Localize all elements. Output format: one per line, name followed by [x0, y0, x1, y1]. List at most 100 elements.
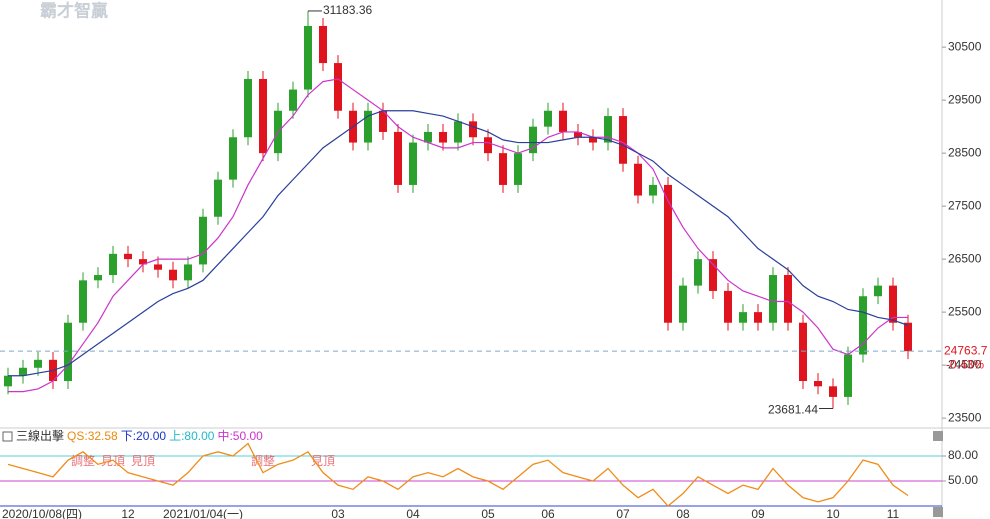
candle-body — [34, 359, 42, 368]
watermark: 霸才智贏 — [40, 0, 108, 20]
candle-body — [64, 322, 72, 382]
candle-body — [139, 259, 147, 265]
candle-body — [214, 179, 222, 217]
candle-body — [319, 25, 327, 64]
x-tick-label: 06 — [541, 507, 555, 519]
candle-body — [679, 285, 687, 323]
candle-body — [619, 116, 627, 164]
candle-body — [499, 153, 507, 185]
x-tick-label: 03 — [331, 507, 345, 519]
low-label: 23681.44 — [768, 403, 818, 417]
candle-body — [154, 264, 162, 270]
candle-body — [784, 275, 792, 323]
candle-body — [244, 78, 252, 138]
candle-body — [454, 121, 462, 143]
y-tick-label: 50.00 — [948, 473, 978, 487]
y-tick-label: 23500 — [948, 410, 982, 424]
y-tick-label: 27500 — [948, 198, 982, 212]
candle-body — [559, 110, 567, 132]
candle-body — [754, 312, 762, 323]
candle-body — [394, 131, 402, 185]
candle-body — [589, 137, 597, 143]
candle-body — [544, 110, 552, 127]
candle-body — [334, 63, 342, 111]
current-price-box — [943, 343, 990, 359]
candle-body — [19, 367, 27, 376]
candle-body — [529, 126, 537, 154]
candle-body — [634, 163, 642, 196]
candle-body — [124, 253, 132, 260]
candle-body — [169, 269, 177, 281]
y-tick-label: 25500 — [948, 304, 982, 318]
x-tick-label: 07 — [616, 507, 630, 519]
x-tick-label: 08 — [676, 507, 690, 519]
candle-body — [724, 290, 732, 323]
candle-body — [304, 25, 312, 90]
candle-body — [664, 184, 672, 323]
x-tick-label: 05 — [481, 507, 495, 519]
change-label: -0.43% — [946, 357, 984, 371]
x-tick-label: 04 — [406, 507, 420, 519]
signal-label: 調整 — [251, 453, 275, 468]
candle-body — [514, 153, 522, 185]
candle-body — [604, 116, 612, 143]
x-tick-label: 10 — [826, 507, 840, 519]
candle-body — [799, 322, 807, 382]
legend-entry: 上:80.00 — [169, 429, 215, 443]
candle-body — [184, 264, 192, 281]
candle-body — [769, 275, 777, 323]
candle-body — [739, 312, 747, 323]
settings-icon[interactable] — [933, 431, 943, 441]
moving-average — [8, 110, 909, 377]
candle-body — [649, 184, 657, 196]
candle-body — [379, 110, 387, 132]
candle-body — [229, 137, 237, 180]
candle-body — [469, 121, 477, 138]
candle-body — [109, 253, 117, 276]
candle-body — [829, 386, 837, 397]
candle-body — [94, 275, 102, 281]
candle-body — [79, 280, 87, 323]
y-tick-label: 80.00 — [948, 448, 978, 462]
candle-body — [889, 285, 897, 323]
candle-body — [844, 354, 852, 397]
candle-body — [199, 216, 207, 265]
y-tick-label: 26500 — [948, 251, 982, 265]
candle-body — [364, 110, 372, 143]
y-tick-label: 29500 — [948, 92, 982, 106]
moving-average — [8, 78, 908, 393]
candle-body — [904, 322, 912, 352]
candle-body — [424, 131, 432, 143]
x-tick-label: 12 — [121, 507, 135, 519]
y-tick-label: 30500 — [948, 39, 982, 53]
signal-label: 見頂 — [131, 454, 155, 468]
candle-body — [859, 296, 867, 355]
signal-label: 見頂 — [101, 454, 125, 468]
candle-body — [694, 259, 702, 286]
candle-body — [709, 259, 717, 291]
candle-body — [259, 78, 267, 154]
x-tick-label: 11 — [887, 507, 900, 519]
signal-label: 調整 — [71, 453, 95, 468]
candle-body — [574, 131, 582, 138]
candle-body — [409, 142, 417, 185]
current-price-label: 24763.7 — [944, 343, 988, 357]
candle-body — [814, 381, 822, 387]
y-tick-label: 28500 — [948, 145, 982, 159]
legend-entry: 中:50.00 — [217, 428, 263, 443]
x-tick-label: 09 — [751, 507, 765, 519]
candle-body — [439, 131, 447, 143]
candle-body — [289, 89, 297, 111]
high-label: 31183.36 — [323, 3, 372, 17]
y-tick-label: 24500 — [948, 357, 982, 371]
x-tick-label: 2021/01/04(一) — [163, 507, 243, 519]
legend-entry: 三線出擊 — [16, 428, 64, 443]
candle-body — [484, 137, 492, 154]
candle-body — [874, 285, 882, 297]
x-tick-label: 2020/10/08(四) — [2, 507, 82, 519]
panel-icon — [2, 431, 13, 442]
settings-icon[interactable] — [933, 507, 943, 517]
candle-body — [4, 375, 12, 387]
indicator-line — [7, 442, 909, 507]
